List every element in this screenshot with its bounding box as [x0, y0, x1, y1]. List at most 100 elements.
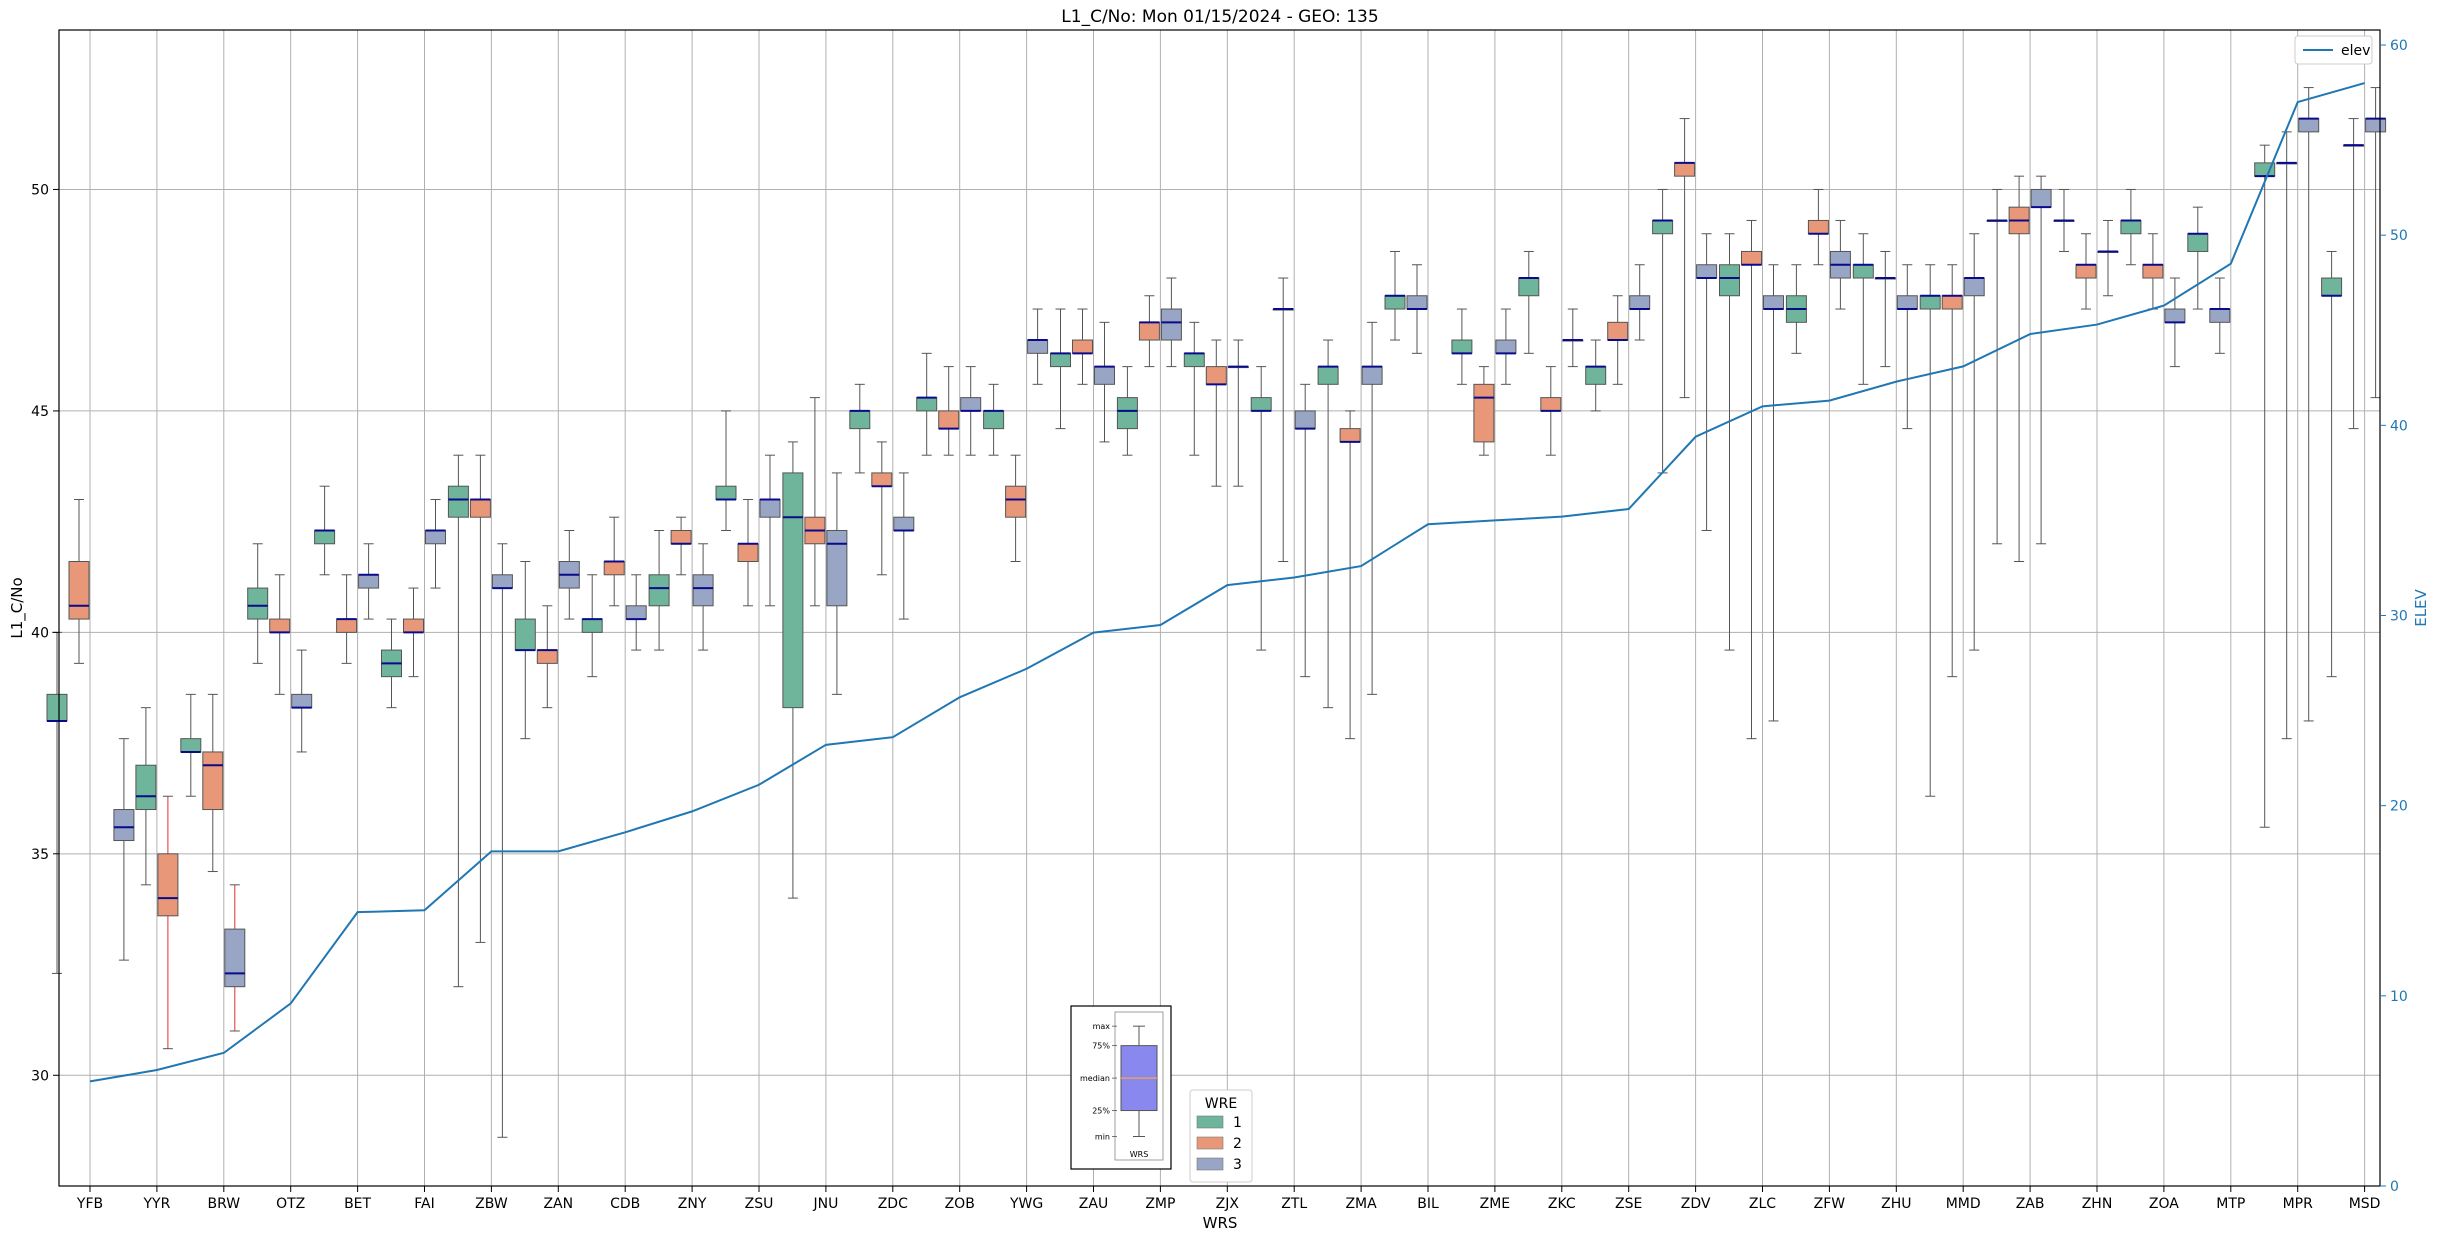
- box-iqr: [1807, 219, 1829, 235]
- box-iqr: [1027, 339, 1049, 354]
- box-iqr: [1941, 295, 1963, 310]
- box-ZSE-wre3: [1629, 264, 1651, 341]
- x-tick-label: YWG: [1009, 1196, 1043, 1212]
- x-tick-label: BET: [344, 1196, 371, 1212]
- box-MMD-wre3: [1963, 233, 1985, 651]
- y-tick-label: 45: [31, 404, 49, 420]
- box-iqr: [1339, 428, 1361, 443]
- box-BRW-wre1: [180, 693, 202, 797]
- box-iqr: [1406, 295, 1428, 310]
- elev-series: [89, 82, 2365, 1083]
- x-tick-label: YFB: [76, 1196, 103, 1212]
- box-ZHU-wre1: [1852, 233, 1874, 385]
- box-iqr: [2075, 264, 2097, 279]
- box-CDB-wre2: [603, 516, 625, 607]
- box-iqr: [1361, 366, 1383, 385]
- box-key-inset: max 75% median 25% min WRS: [1070, 1005, 1172, 1170]
- box-iqr: [1719, 264, 1740, 297]
- box-YWG-wre1: [983, 383, 1005, 456]
- box-iqr: [2298, 118, 2320, 133]
- box-iqr: [403, 618, 424, 633]
- box-iqr: [1138, 321, 1160, 341]
- box-ZOB-wre3: [960, 366, 982, 456]
- box-iqr: [1116, 397, 1138, 430]
- box-ZDV-wre3: [1696, 233, 1718, 531]
- box-MPR-wre3: [2298, 87, 2320, 722]
- box-MPR-wre2: [2276, 131, 2298, 740]
- box-OTZ-wre1: [247, 543, 269, 664]
- box-iqr: [715, 485, 737, 500]
- box-ZTL-wre2: [1272, 277, 1294, 562]
- box-series: [46, 87, 2387, 1138]
- box-iqr: [2321, 277, 2343, 297]
- box-ZKC-wre3: [1562, 308, 1584, 368]
- box-BRW-wre3: [224, 884, 246, 1032]
- box-iqr: [916, 397, 938, 412]
- box-JNU-wre2: [804, 397, 826, 607]
- x-tick-label: ZJX: [1216, 1196, 1240, 1212]
- box-iqr: [1674, 162, 1696, 177]
- x-tick-label: ZMP: [1145, 1196, 1175, 1212]
- box-iqr: [603, 560, 625, 576]
- box-MPR-wre1: [2254, 144, 2276, 828]
- box-iqr: [1473, 383, 1495, 443]
- x-tick-label: ZHU: [1881, 1196, 1911, 1212]
- x-tick-label: FAI: [414, 1196, 434, 1212]
- x-tick-label: ZKC: [1548, 1196, 1576, 1212]
- box-ZHN-wre3: [2097, 219, 2119, 297]
- x-tick-label: BRW: [207, 1196, 240, 1212]
- box-ZAU-wre2: [1072, 308, 1093, 385]
- box-ZME-wre2: [1473, 366, 1495, 456]
- box-FAI-wre2: [403, 587, 424, 678]
- box-ZLC-wre1: [1719, 233, 1740, 651]
- box-ZOB-wre2: [938, 366, 960, 456]
- box-ZLC-wre2: [1741, 219, 1762, 740]
- x-tick-label: ZNY: [678, 1196, 707, 1212]
- box-iqr: [581, 618, 603, 633]
- x-tick-label: ZAN: [543, 1196, 573, 1212]
- box-MMD-wre1: [1919, 264, 1941, 797]
- y-tick-label: 50: [31, 182, 49, 198]
- box-ZME-wre1: [1451, 308, 1473, 385]
- x-tick-label: ZHN: [2082, 1196, 2113, 1212]
- box-iqr: [1094, 366, 1115, 385]
- y-axis-label: L1_C/No: [8, 577, 27, 638]
- box-iqr: [1585, 366, 1607, 385]
- box-MMD-wre2: [1941, 264, 1963, 678]
- box-ZMP-wre2: [1138, 295, 1160, 368]
- key-label: max: [1093, 1022, 1111, 1031]
- box-BET-wre1: [314, 485, 336, 576]
- box-iqr: [1005, 485, 1027, 518]
- box-YFB-wre1: [46, 631, 68, 974]
- box-ZDC-wre3: [893, 472, 915, 620]
- box-iqr: [1183, 352, 1205, 368]
- box-iqr: [1294, 410, 1316, 430]
- x-tick-label: MMD: [1946, 1196, 1981, 1212]
- box-JNU-wre3: [826, 472, 848, 695]
- box-CDB-wre1: [581, 574, 603, 678]
- box-CDB-wre3: [625, 574, 647, 651]
- box-iqr: [46, 693, 68, 722]
- box-iqr: [336, 618, 358, 633]
- x-tick-label: ZMA: [1345, 1196, 1377, 1212]
- box-iqr: [291, 693, 313, 709]
- box-BET-wre3: [358, 543, 380, 620]
- box-iqr: [68, 560, 90, 620]
- x-tick-label: ZAB: [2016, 1196, 2045, 1212]
- x-tick-label: OTZ: [276, 1196, 305, 1212]
- box-iqr: [358, 574, 380, 589]
- box-iqr: [1919, 295, 1941, 310]
- box-ZAN-wre2: [536, 605, 558, 709]
- x-tick-label: CDB: [610, 1196, 640, 1212]
- chart-title: L1_C/No: Mon 01/15/2024 - GEO: 135: [1061, 7, 1378, 27]
- box-iqr: [871, 472, 893, 487]
- y-tick-label: 30: [31, 1068, 49, 1084]
- box-iqr: [1250, 397, 1272, 412]
- box-ZNY-wre1: [648, 529, 670, 651]
- box-MTP-wre3: [2209, 277, 2231, 354]
- box-ZKC-wre1: [1518, 250, 1540, 354]
- box-ZDV-wre1: [1652, 188, 1674, 474]
- box-ZBW-wre3: [491, 543, 513, 1138]
- x-tick-label: MSD: [2349, 1196, 2381, 1212]
- box-iqr: [625, 605, 647, 620]
